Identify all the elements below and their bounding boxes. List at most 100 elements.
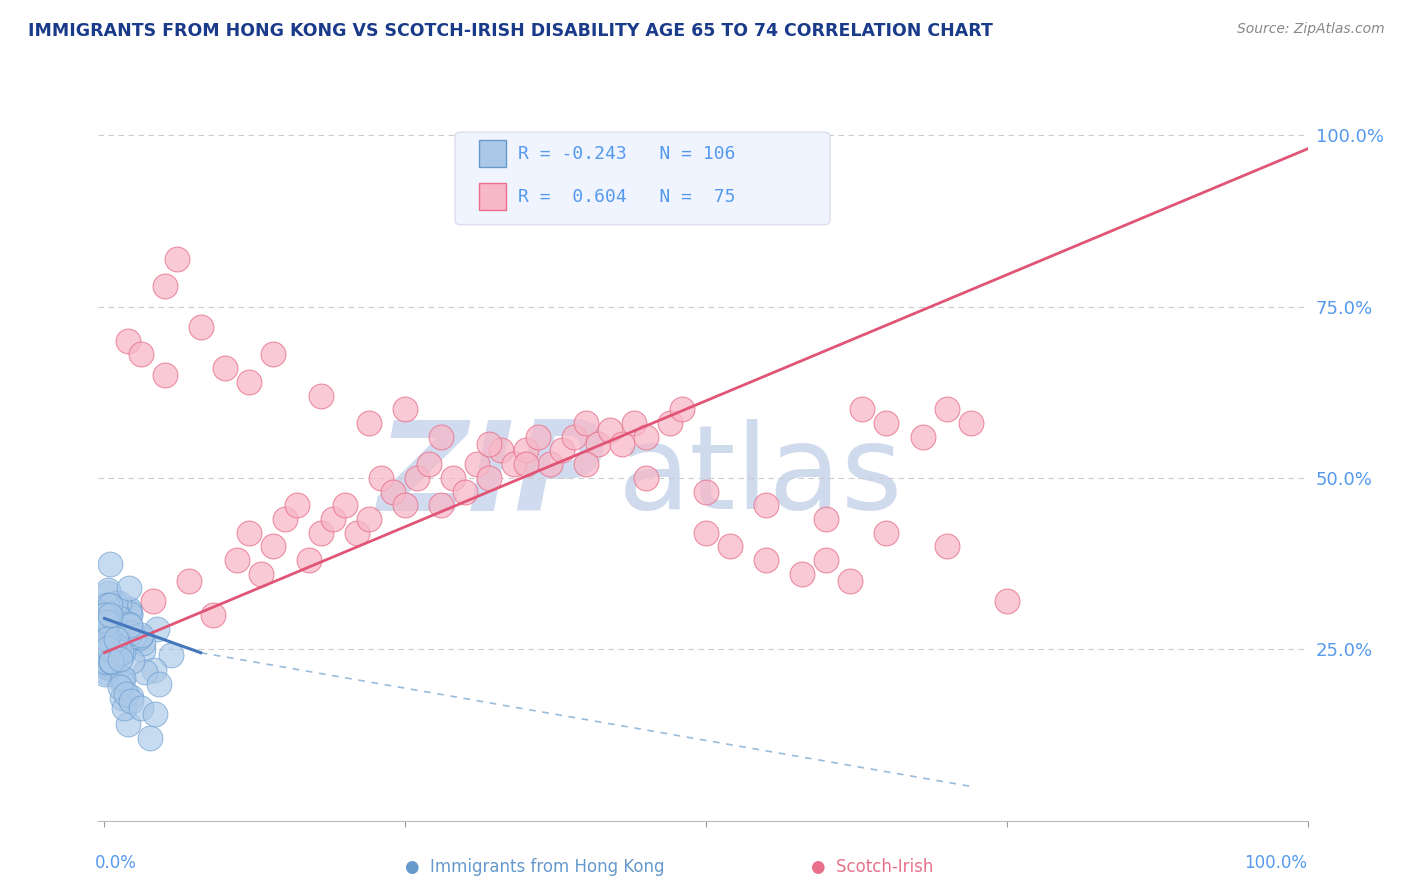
Point: [792, 566, 814, 581]
Text: IMMIGRANTS FROM HONG KONG VS SCOTCH-IRISH DISABILITY AGE 65 TO 74 CORRELATION CH: IMMIGRANTS FROM HONG KONG VS SCOTCH-IRIS…: [28, 22, 993, 40]
Point: [262, 347, 284, 361]
Point: [94, 665, 117, 680]
Point: [143, 707, 166, 722]
Point: [111, 674, 134, 689]
Point: [97, 643, 120, 657]
Point: [96, 632, 118, 646]
Point: [105, 665, 128, 679]
Point: [100, 557, 122, 571]
Point: [118, 607, 141, 622]
Point: [108, 680, 131, 694]
Point: [142, 594, 165, 608]
Point: [94, 608, 117, 623]
Bar: [479, 140, 506, 167]
Text: ZIP: ZIP: [378, 416, 606, 537]
Point: [120, 619, 142, 633]
Point: [111, 627, 134, 641]
Point: [97, 586, 120, 600]
Point: [103, 642, 125, 657]
Point: [108, 643, 131, 657]
Point: [104, 632, 127, 647]
Point: [118, 626, 141, 640]
Point: [346, 525, 368, 540]
Point: [100, 654, 122, 668]
Point: [118, 601, 141, 615]
Point: [94, 657, 117, 672]
Point: [262, 540, 284, 554]
Point: [359, 512, 381, 526]
Point: [107, 640, 129, 655]
Point: [695, 484, 717, 499]
Point: [121, 655, 143, 669]
Point: [118, 581, 141, 595]
FancyBboxPatch shape: [456, 132, 830, 225]
Point: [104, 604, 127, 618]
Point: [101, 626, 124, 640]
Point: [851, 402, 873, 417]
Point: [100, 607, 122, 622]
Point: [538, 457, 561, 471]
Point: [418, 457, 440, 471]
Point: [839, 574, 862, 588]
Text: ●  Immigrants from Hong Kong: ● Immigrants from Hong Kong: [405, 858, 664, 876]
Point: [815, 512, 838, 526]
Point: [117, 334, 139, 348]
Point: [634, 471, 657, 485]
Point: [98, 638, 121, 652]
Point: [285, 498, 308, 512]
Point: [127, 632, 149, 647]
Point: [599, 423, 621, 437]
Point: [97, 582, 120, 597]
Point: [108, 611, 131, 625]
Point: [146, 622, 169, 636]
Point: [478, 436, 501, 450]
Point: [117, 716, 139, 731]
Point: [94, 615, 117, 630]
Text: 100.0%: 100.0%: [1244, 854, 1308, 872]
Point: [103, 645, 125, 659]
Point: [98, 608, 121, 623]
Point: [94, 657, 117, 671]
Point: [298, 553, 321, 567]
Point: [94, 628, 117, 642]
Point: [118, 604, 141, 618]
Point: [110, 671, 132, 685]
Point: [131, 642, 153, 657]
Point: [94, 635, 117, 649]
Point: [309, 389, 332, 403]
Point: [575, 416, 598, 430]
Point: [166, 252, 188, 266]
Point: [97, 617, 120, 632]
Point: [129, 628, 152, 642]
Point: [159, 648, 181, 662]
Point: [104, 596, 127, 610]
Point: [467, 457, 489, 471]
Point: [104, 632, 127, 646]
Point: [995, 594, 1018, 608]
Point: [550, 443, 572, 458]
Point: [124, 629, 146, 643]
Point: [94, 622, 117, 636]
Point: [131, 636, 153, 650]
Point: [575, 457, 598, 471]
Bar: [479, 183, 506, 210]
Point: [108, 597, 131, 611]
Point: [755, 553, 778, 567]
Point: [94, 607, 117, 621]
Point: [491, 443, 513, 458]
Point: [190, 320, 212, 334]
Point: [96, 606, 118, 620]
Text: atlas: atlas: [619, 419, 904, 534]
Point: [911, 430, 934, 444]
Point: [394, 498, 416, 512]
Point: [129, 347, 152, 361]
Point: [112, 701, 135, 715]
Point: [98, 598, 121, 612]
Point: [139, 731, 162, 746]
Point: [148, 676, 170, 690]
Point: [441, 471, 464, 485]
Point: [562, 430, 585, 444]
Point: [94, 625, 117, 640]
Point: [103, 629, 125, 643]
Point: [111, 644, 134, 658]
